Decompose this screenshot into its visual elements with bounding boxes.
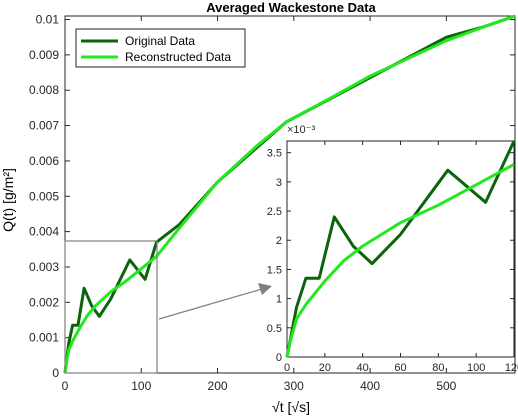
main-plot-frame bbox=[64, 15, 516, 374]
y-tick-label: 0.01 bbox=[36, 13, 60, 27]
main-plot: 0 100 200 300 400 500 00.0010.0020.0030.0040.… bbox=[29, 13, 516, 393]
inset-y-tick-label: 0.5 bbox=[267, 323, 282, 335]
y-axis-label: Q(t) [g/m²] bbox=[0, 168, 16, 232]
y-tick-label: 0.003 bbox=[29, 260, 59, 274]
x-tick-label: 300 bbox=[284, 379, 304, 393]
x-tick-label: 100 bbox=[131, 379, 151, 393]
inset-y-ticks: 0 0.5 1 1.5 2 2.5 3 3.5 bbox=[267, 148, 514, 364]
y-tick-label: 0.004 bbox=[29, 225, 59, 239]
legend-label-original: Original Data bbox=[125, 34, 195, 48]
inset-y-tick-label: 3.5 bbox=[267, 148, 282, 160]
inset-background bbox=[287, 141, 514, 357]
zoom-region-box bbox=[64, 240, 158, 374]
legend: Original Data Reconstructed Data bbox=[75, 28, 246, 68]
legend-label-reconstructed: Reconstructed Data bbox=[125, 50, 231, 64]
x-tick-label: 500 bbox=[436, 379, 456, 393]
inset-x-tick-label: 60 bbox=[394, 362, 406, 374]
main-series bbox=[63, 14, 516, 374]
inset-x-tick-label: 0 bbox=[284, 362, 290, 374]
inset-y-tick-label: 1 bbox=[276, 294, 282, 306]
inset-y-tick-label: 2.5 bbox=[267, 206, 282, 218]
zoom-indicator bbox=[64, 240, 272, 374]
main-x-ticks: 0 100 200 300 400 500 bbox=[62, 16, 457, 393]
x-axis-label: √t [√s] bbox=[272, 399, 310, 415]
inset-exponent-label: ×10⁻³ bbox=[287, 124, 315, 136]
legend-box bbox=[75, 28, 246, 68]
y-tick-label: 0.007 bbox=[29, 119, 59, 133]
inset-x-tick-label: 100 bbox=[467, 362, 485, 374]
inset-x-tick-label: 80 bbox=[432, 362, 444, 374]
chart-title: Averaged Wackestone Data bbox=[206, 0, 376, 15]
inset-y-tick-label: 1.5 bbox=[267, 264, 282, 276]
inset-y-tick-label: 0 bbox=[276, 352, 282, 364]
inset-y-tick-label: 2 bbox=[276, 235, 282, 247]
inset-x-tick-label: 20 bbox=[319, 362, 331, 374]
inset-series-original-line bbox=[285, 140, 516, 358]
y-tick-label: 0 bbox=[52, 366, 59, 380]
y-tick-label: 0.006 bbox=[29, 154, 59, 168]
inset-plot: ×10⁻³ 0 20 40 60 80 100 120 0 0.5 1 1.5 2 2.5 3 3.5 bbox=[267, 124, 518, 374]
series-reconstructed-line bbox=[63, 14, 516, 374]
y-tick-label: 0.002 bbox=[29, 295, 59, 309]
y-tick-label: 0.008 bbox=[29, 83, 59, 97]
x-tick-label: 0 bbox=[62, 379, 69, 393]
y-tick-label: 0.001 bbox=[29, 331, 59, 345]
inset-series-reconstructed-line bbox=[285, 163, 515, 358]
inset-x-tick-label: 120 bbox=[505, 362, 518, 374]
inset-x-tick-label: 40 bbox=[357, 362, 369, 374]
y-tick-label: 0.009 bbox=[29, 48, 59, 62]
zoom-arrow-line bbox=[158, 288, 263, 320]
inset-y-tick-label: 3 bbox=[276, 177, 282, 189]
x-tick-label: 400 bbox=[360, 379, 380, 393]
y-tick-label: 0.005 bbox=[29, 189, 59, 203]
x-tick-label: 200 bbox=[208, 379, 228, 393]
inset-series bbox=[285, 140, 516, 358]
zoom-arrow-head bbox=[258, 283, 272, 295]
